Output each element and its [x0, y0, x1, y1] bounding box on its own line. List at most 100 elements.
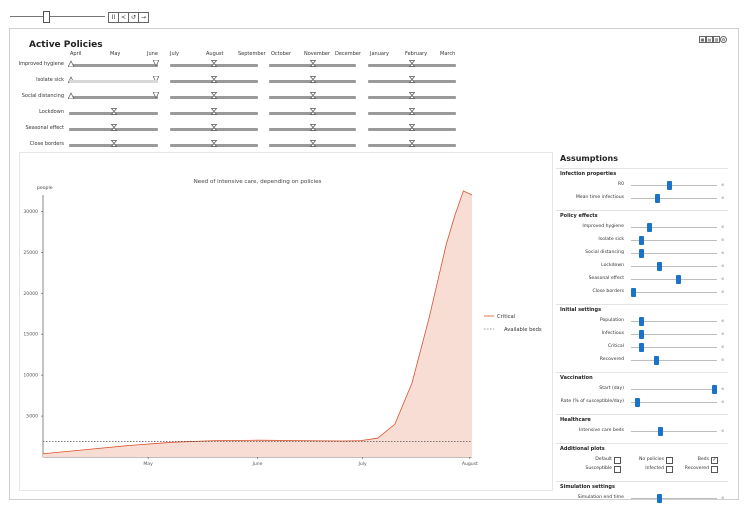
policy-track-improved-hygiene-0[interactable]	[69, 64, 158, 67]
slider-thumb[interactable]	[639, 343, 645, 352]
checkbox-label: Infected	[645, 466, 664, 471]
slider-thumb[interactable]	[655, 194, 661, 203]
image-icon[interactable]: ▦	[699, 36, 706, 43]
slider-expand-icon[interactable]: ⊕	[721, 386, 725, 391]
slider-expand-icon[interactable]: ⊕	[721, 399, 725, 404]
slider-thumb[interactable]	[631, 288, 636, 297]
policy-thumb-social-distancing-3-0[interactable]	[409, 92, 415, 99]
slider-track[interactable]	[631, 334, 717, 335]
slider-track[interactable]	[631, 292, 717, 293]
policy-thumb-social-distancing-0-0[interactable]	[68, 92, 74, 99]
checkbox-infected[interactable]	[666, 466, 673, 473]
section-title-healthcare: Healthcare	[560, 417, 591, 423]
slider-thumb[interactable]	[653, 356, 659, 365]
time-slider-track[interactable]	[10, 16, 105, 17]
policy-thumb-improved-hygiene-3-0[interactable]	[409, 60, 415, 67]
policy-thumb-close-borders-1-0[interactable]	[211, 140, 217, 147]
slider-expand-icon[interactable]: ⊕	[721, 289, 725, 294]
slider-thumb[interactable]	[656, 494, 662, 503]
policy-thumb-isolate-sick-3-0[interactable]	[409, 76, 415, 83]
slider-track[interactable]	[631, 321, 717, 322]
legend-beds-label: Available beds	[504, 327, 542, 333]
slider-expand-icon[interactable]: ⊕	[721, 318, 725, 323]
month-march: March	[440, 51, 456, 57]
slider-thumb[interactable]	[635, 398, 641, 407]
slider-thumb[interactable]	[656, 262, 662, 271]
slider-track[interactable]	[631, 266, 717, 267]
slider-expand-icon[interactable]: ⊕	[721, 331, 725, 336]
policy-thumb-seasonal-effect-3-0[interactable]	[409, 124, 415, 131]
slider-label: Population	[599, 318, 624, 323]
month-april: April	[70, 51, 82, 57]
policy-thumb-isolate-sick-0-1[interactable]	[153, 76, 159, 83]
slider-thumb[interactable]	[675, 275, 681, 284]
slider-expand-icon[interactable]: ⊕	[721, 182, 725, 187]
slider-track[interactable]	[631, 227, 717, 228]
policy-thumb-improved-hygiene-1-0[interactable]	[211, 60, 217, 67]
policy-thumb-social-distancing-0-1[interactable]	[153, 92, 159, 99]
policy-thumb-isolate-sick-2-0[interactable]	[309, 76, 316, 83]
slider-track[interactable]	[631, 279, 717, 280]
slider-track[interactable]	[631, 498, 717, 499]
slider-thumb[interactable]	[639, 330, 645, 339]
policy-thumb-social-distancing-1-0[interactable]	[211, 92, 217, 99]
policy-thumb-isolate-sick-1-0[interactable]	[211, 76, 217, 83]
slider-expand-icon[interactable]: ⊕	[721, 250, 725, 255]
policy-thumb-social-distancing-2-0[interactable]	[309, 92, 316, 99]
slider-track[interactable]	[631, 402, 717, 403]
policy-thumb-improved-hygiene-0-0[interactable]	[68, 60, 74, 67]
slider-track[interactable]	[631, 240, 717, 241]
slider-thumb[interactable]	[712, 385, 717, 394]
next-button[interactable]: →	[138, 12, 149, 23]
slider-track[interactable]	[631, 253, 717, 254]
checkbox-beds[interactable]: ✓	[711, 457, 718, 464]
slider-thumb[interactable]	[639, 249, 645, 258]
slider-track[interactable]	[631, 347, 717, 348]
slider-track[interactable]	[631, 360, 717, 361]
policy-thumb-lockdown-2-0[interactable]	[309, 108, 316, 115]
policy-thumb-seasonal-effect-1-0[interactable]	[211, 124, 217, 131]
policy-track-social-distancing-0[interactable]	[69, 96, 158, 99]
policy-thumb-close-borders-3-0[interactable]	[409, 140, 415, 147]
checkbox-no-policies[interactable]	[666, 457, 673, 464]
month-october: October	[271, 51, 292, 57]
settings-icon[interactable]: ⚙	[720, 36, 727, 43]
slider-thumb[interactable]	[639, 236, 645, 245]
policy-thumb-lockdown-0-0[interactable]	[110, 108, 117, 115]
policy-thumb-seasonal-effect-2-0[interactable]	[309, 124, 316, 131]
policy-thumb-improved-hygiene-2-0[interactable]	[309, 60, 316, 67]
grid-icon[interactable]: ▤	[706, 36, 713, 43]
slider-label: Rate (% of susceptible/day)	[560, 399, 624, 404]
slider-expand-icon[interactable]: ⊕	[721, 276, 725, 281]
policy-thumb-close-borders-2-0[interactable]	[309, 140, 316, 147]
slider-track[interactable]	[631, 389, 717, 390]
checkbox-recovered[interactable]	[711, 466, 718, 473]
slider-expand-icon[interactable]: ⊕	[721, 195, 725, 200]
slider-track[interactable]	[631, 431, 717, 432]
slider-expand-icon[interactable]: ⊕	[721, 428, 725, 433]
policy-thumb-close-borders-0-0[interactable]	[110, 140, 117, 147]
slider-track[interactable]	[631, 185, 717, 186]
policy-thumb-improved-hygiene-0-1[interactable]	[153, 60, 159, 67]
slider-thumb[interactable]	[647, 223, 653, 232]
slider-expand-icon[interactable]: ⊕	[721, 357, 725, 362]
checkbox-susceptible[interactable]	[614, 466, 621, 473]
slider-thumb[interactable]	[667, 181, 673, 190]
table-icon[interactable]: ▥	[713, 36, 720, 43]
slider-thumb[interactable]	[657, 427, 663, 436]
slider-expand-icon[interactable]: ⊕	[721, 224, 725, 229]
policy-thumb-lockdown-1-0[interactable]	[211, 108, 217, 115]
slider-thumb[interactable]	[639, 317, 645, 326]
checkbox-default[interactable]	[614, 457, 621, 464]
policy-thumb-seasonal-effect-0-0[interactable]	[110, 124, 117, 131]
slider-expand-icon[interactable]: ⊕	[721, 495, 725, 500]
section-divider	[556, 372, 728, 373]
policy-label-social-distancing: Social distancing	[21, 93, 64, 99]
slider-track[interactable]	[631, 198, 717, 199]
slider-expand-icon[interactable]: ⊕	[721, 237, 725, 242]
slider-expand-icon[interactable]: ⊕	[721, 263, 725, 268]
section-title-simulation-settings: Simulation settings	[560, 484, 615, 490]
slider-expand-icon[interactable]: ⊕	[721, 344, 725, 349]
policy-thumb-lockdown-3-0[interactable]	[409, 108, 415, 115]
time-slider-thumb[interactable]	[43, 11, 50, 23]
